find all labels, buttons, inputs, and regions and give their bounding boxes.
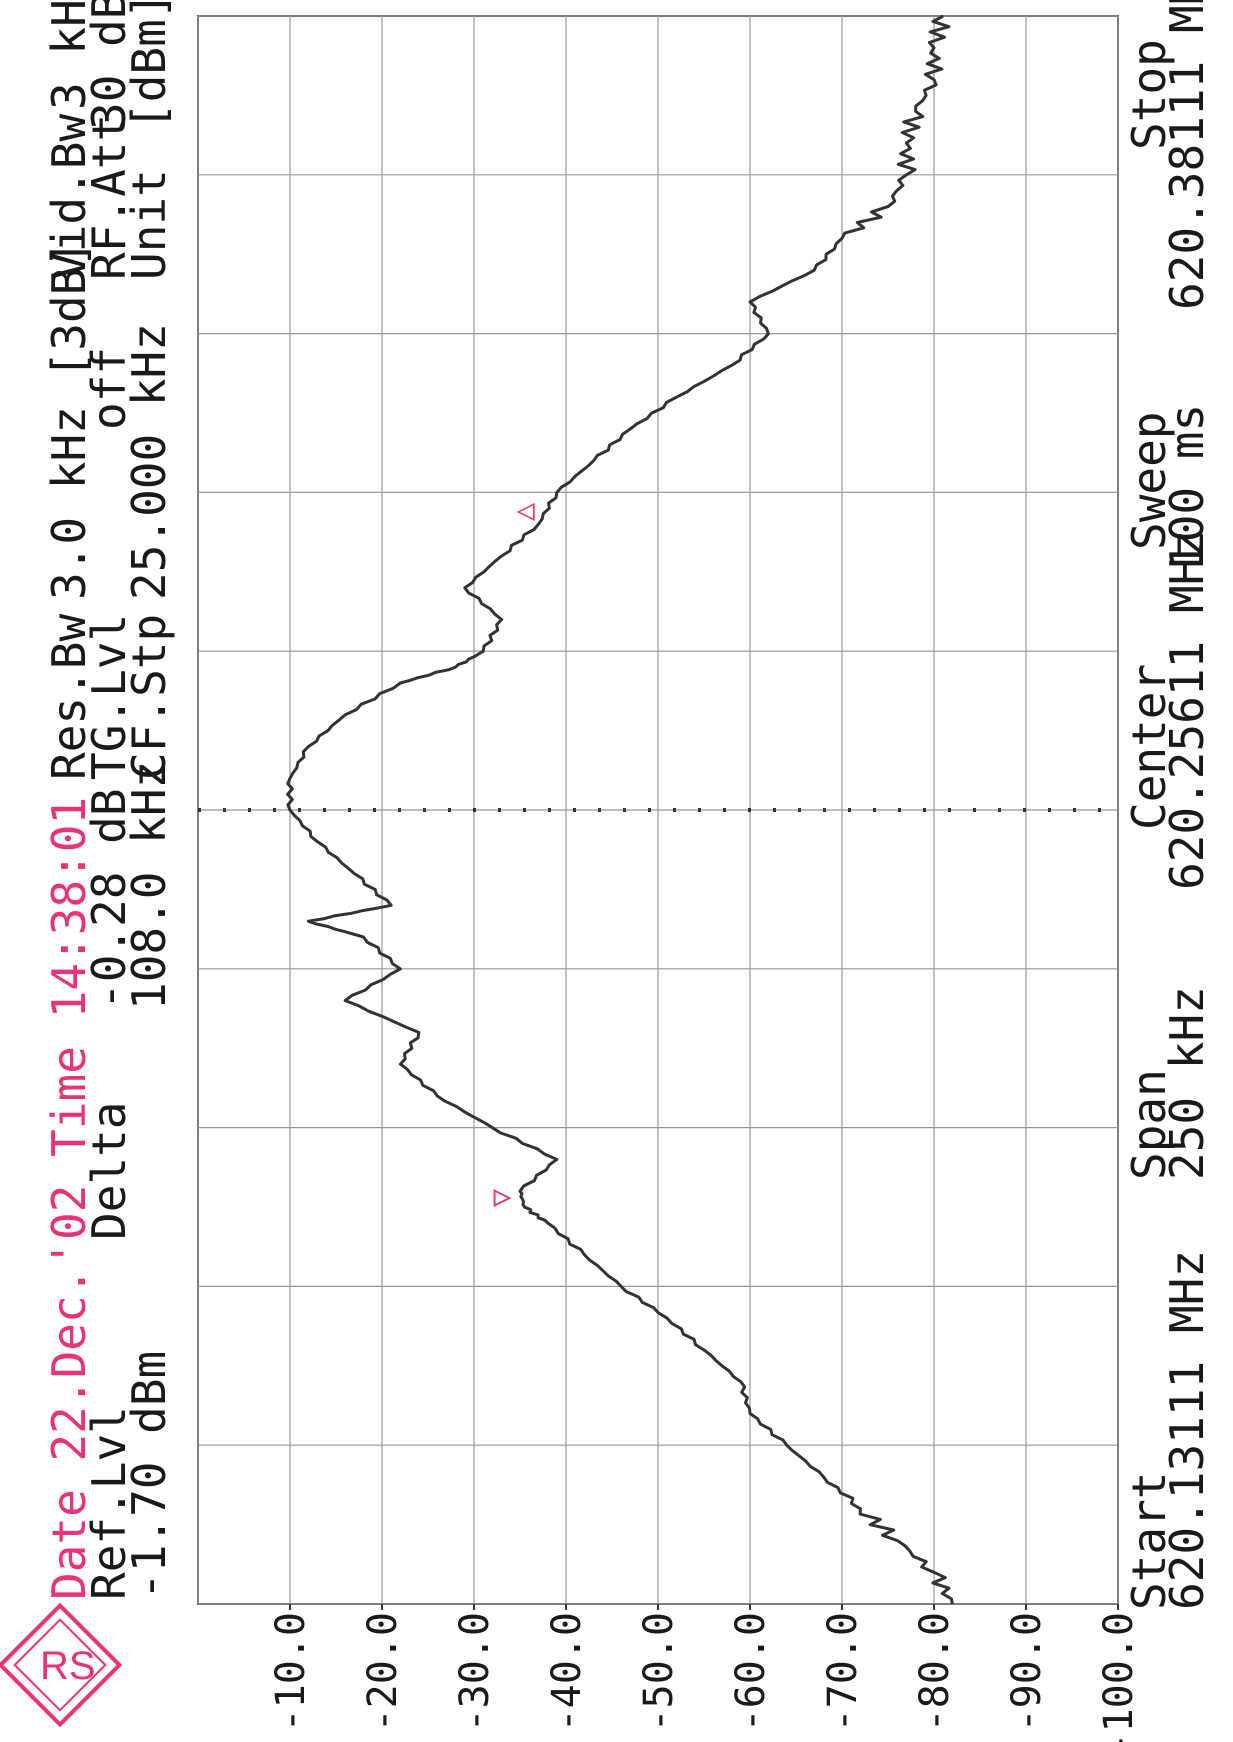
y-tick-label: -40.0	[544, 1612, 590, 1732]
date-label: Date	[42, 1489, 96, 1600]
y-tick-label: -10.0	[268, 1612, 314, 1732]
svg-text:Date 22.Dec.'02 Time 14:38:01: Date 22.Dec.'02 Time 14:38:01	[42, 797, 96, 1600]
time-label: Time	[42, 1046, 96, 1157]
grid	[197, 15, 1119, 1605]
delta-label: Delta	[82, 1102, 136, 1240]
center-value: 620.25611 MHz	[1160, 530, 1214, 890]
sweep-label: Sweep	[1122, 412, 1176, 550]
sweep-value: 100 ms	[1160, 404, 1214, 570]
unit-value: [dBm]	[122, 0, 176, 130]
unit-label: Unit	[122, 169, 176, 280]
y-tick-label: -80.0	[912, 1612, 958, 1732]
start-value: 620.13111 MHz	[1160, 1250, 1214, 1610]
span-label: Span	[1122, 1069, 1176, 1180]
delta-marker: △	[507, 503, 542, 521]
tg-lvl-label: TG.Lvl	[82, 614, 136, 780]
res-bw-label: Res.Bw	[42, 614, 96, 780]
delta-markers: ▽△	[484, 503, 542, 1207]
vid-bw-value: 3 kHz	[42, 0, 96, 110]
rf-att-value: 30 dB	[82, 0, 136, 130]
rs-logo: RS	[0, 1602, 123, 1728]
y-tick-label: -70.0	[820, 1612, 866, 1732]
y-tick-label: -100.0	[1096, 1612, 1142, 1742]
cf-stp-label: CF.Stp	[122, 614, 176, 780]
res-bw-value: 3.0 kHz [3dB]	[42, 240, 96, 600]
delta-marker: ▽	[484, 1189, 519, 1207]
start-label: Start	[1122, 1472, 1176, 1610]
time-value: 14:38:01	[42, 797, 96, 1019]
date-value: 22.Dec.'02	[42, 1185, 96, 1462]
spectrum-trace	[286, 14, 954, 1605]
y-tick-label: -50.0	[636, 1612, 682, 1732]
vid-bw-label: Vid.Bw	[42, 114, 96, 280]
delta-khz: 108.0 kHz	[122, 761, 176, 1010]
y-tick-label: -20.0	[360, 1612, 406, 1732]
tg-lvl-value: off	[82, 347, 136, 430]
ref-lvl-label: Ref.Lvl	[82, 1406, 136, 1600]
rs-logo-text: RS	[40, 1644, 96, 1688]
y-tick-label: -30.0	[452, 1612, 498, 1732]
rf-att-label: RF.Att	[82, 114, 136, 280]
y-tick-label: -90.0	[1004, 1612, 1050, 1732]
delta-db: -0.28 dB	[82, 788, 136, 1010]
y-tick-label: -60.0	[728, 1612, 774, 1732]
stop-value: 620.38111 MHz	[1160, 0, 1214, 310]
center-label: Center	[1122, 664, 1176, 830]
span-value: 250 kHz	[1160, 986, 1214, 1180]
cf-stp-value: 25.000 kHz	[122, 323, 176, 600]
y-axis-ticks: -10.0 -20.0 -30.0 -40.0 -50.0 -60.0 -70.0 -80.0…	[268, 1604, 1142, 1742]
stop-label: Stop	[1122, 39, 1176, 150]
ref-lvl-value: -1.70 dBm	[122, 1351, 176, 1600]
